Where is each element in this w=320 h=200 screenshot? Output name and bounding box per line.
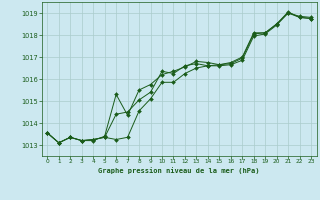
X-axis label: Graphe pression niveau de la mer (hPa): Graphe pression niveau de la mer (hPa) [99,167,260,174]
